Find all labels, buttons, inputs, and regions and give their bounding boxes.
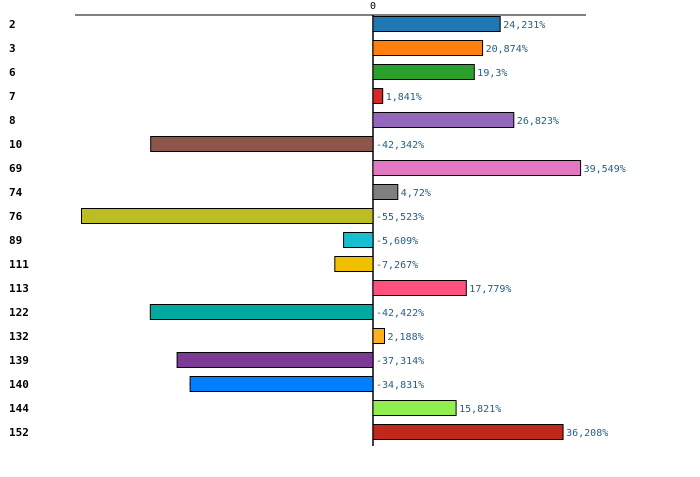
value-label: 2,188%: [388, 332, 424, 343]
category-label: 6: [9, 66, 16, 79]
value-label: 4,72%: [401, 188, 431, 199]
category-label: 76: [9, 210, 23, 223]
value-label: -42,342%: [376, 140, 424, 151]
category-label: 10: [9, 138, 22, 151]
value-label: 15,821%: [459, 404, 501, 415]
category-label: 111: [9, 258, 29, 271]
bar-140: [189, 376, 374, 392]
category-label: 144: [9, 402, 29, 415]
category-label: 139: [9, 354, 29, 367]
bar-6: [372, 64, 475, 80]
bar-152: [372, 424, 564, 440]
category-label: 113: [9, 282, 29, 295]
category-label: 152: [9, 426, 29, 439]
bar-7: [372, 88, 384, 104]
bar-139: [176, 352, 374, 368]
value-label: -55,523%: [376, 212, 424, 223]
value-label: 20,874%: [486, 44, 528, 55]
bar-144: [372, 400, 457, 416]
value-label: -5,609%: [376, 236, 418, 247]
bar-8: [372, 112, 515, 128]
category-label: 74: [9, 186, 23, 199]
value-label: 24,231%: [503, 20, 545, 31]
value-label: 26,823%: [517, 116, 559, 127]
value-label: -37,314%: [376, 356, 424, 367]
category-label: 140: [9, 378, 29, 391]
category-label: 69: [9, 162, 22, 175]
value-label: -7,267%: [376, 260, 418, 271]
value-label: 39,549%: [584, 164, 626, 175]
category-label: 3: [9, 42, 16, 55]
bar-89: [343, 232, 374, 248]
value-label: -42,422%: [376, 308, 424, 319]
category-label: 8: [9, 114, 16, 127]
bar-113: [372, 280, 467, 296]
bar-69: [372, 160, 582, 176]
category-label: 2: [9, 18, 16, 31]
bar-2: [372, 16, 501, 32]
value-label: -34,831%: [376, 380, 424, 391]
bar-74: [372, 184, 399, 200]
category-label: 122: [9, 306, 29, 319]
bar-122: [149, 304, 374, 320]
value-label: 1,841%: [386, 92, 422, 103]
bars-layer: [81, 16, 582, 440]
category-label: 132: [9, 330, 29, 343]
value-label: 19,3%: [477, 68, 507, 79]
bar-10: [150, 136, 374, 152]
value-label: 17,779%: [469, 284, 511, 295]
bar-132: [372, 328, 385, 344]
category-label: 7: [9, 90, 16, 103]
category-label: 89: [9, 234, 22, 247]
labels-layer: 2 24,231% 3 20,874% 6 19,3% 7 1,841% 8 26,823% 10 -…: [9, 18, 626, 439]
zero-tick-label: 0: [370, 1, 376, 12]
bar-111: [334, 256, 374, 272]
bar-76: [81, 208, 374, 224]
value-label: 36,208%: [566, 428, 608, 439]
bar-3: [372, 40, 484, 56]
